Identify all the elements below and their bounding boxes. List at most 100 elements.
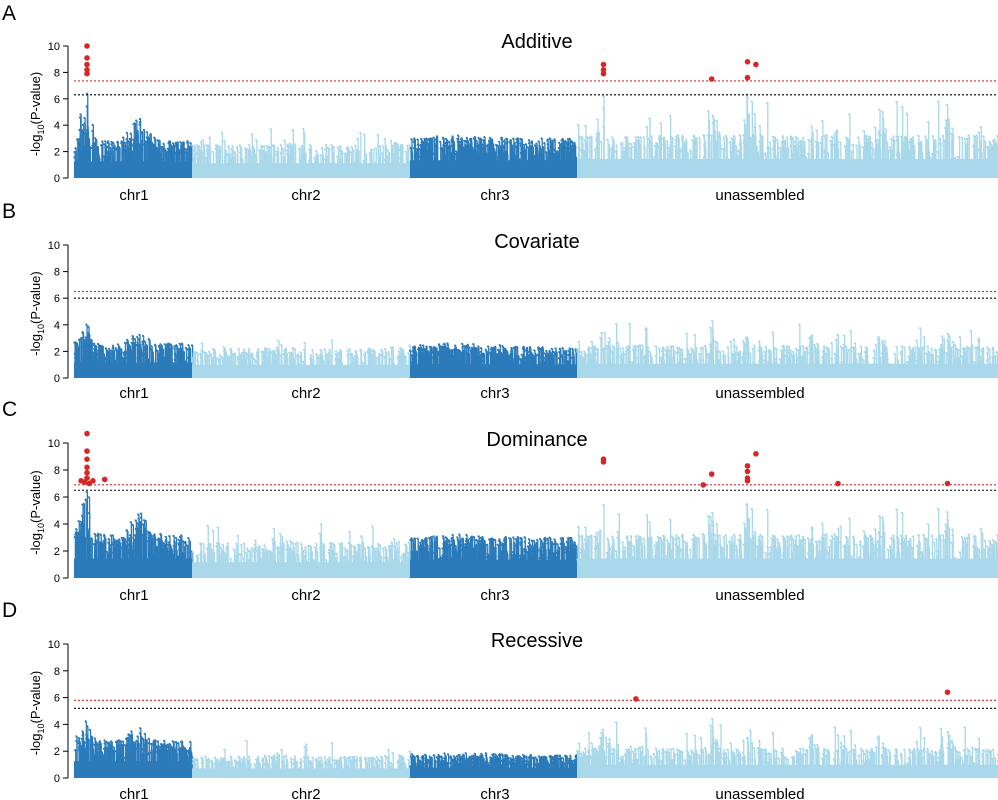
data-point (654, 142, 658, 145)
data-point (460, 139, 463, 142)
data-point (90, 146, 93, 150)
data-column (884, 133, 886, 178)
data-point (787, 146, 790, 150)
data-point (761, 135, 764, 138)
data-point (528, 346, 532, 349)
data-point (689, 149, 692, 152)
data-point (567, 353, 570, 357)
data-point (551, 139, 554, 142)
data-point (771, 135, 774, 138)
data-point (489, 348, 492, 351)
data-column (182, 143, 184, 178)
data-point (488, 351, 491, 354)
data-point (157, 344, 160, 348)
data-column (478, 346, 480, 378)
data-column (347, 147, 349, 178)
data-column (384, 139, 386, 178)
data-point (78, 116, 82, 119)
data-column (466, 346, 468, 378)
data-point (283, 139, 286, 142)
data-column (670, 115, 672, 178)
data-point (719, 144, 722, 147)
y-tick-label: 4 (54, 120, 60, 132)
data-point (742, 141, 745, 144)
data-point (743, 124, 747, 127)
data-column (498, 349, 500, 378)
data-point (99, 344, 102, 347)
data-point (211, 347, 214, 350)
data-point (340, 149, 343, 153)
data-column (268, 146, 270, 178)
data-point (457, 348, 460, 352)
data-column (272, 145, 274, 178)
data-point (836, 138, 839, 141)
data-point (90, 338, 93, 341)
data-point (568, 347, 571, 350)
data-point (434, 138, 437, 141)
data-point (463, 139, 466, 142)
data-point (144, 343, 147, 346)
data-point (431, 350, 434, 353)
data-column (835, 132, 838, 178)
data-point (395, 141, 398, 145)
data-point (488, 136, 491, 139)
data-column (349, 349, 351, 378)
data-column (938, 101, 940, 178)
data-point (162, 142, 165, 145)
data-point (107, 140, 110, 143)
data-column (490, 139, 493, 178)
data-point (220, 356, 223, 359)
data-point (607, 143, 610, 146)
data-point (538, 157, 541, 160)
data-column (79, 129, 81, 178)
data-point (795, 153, 798, 156)
data-column (672, 137, 674, 178)
data-point (606, 138, 609, 141)
data-column (429, 139, 431, 178)
data-column (891, 138, 893, 178)
data-point (200, 342, 203, 345)
data-point (141, 334, 145, 337)
data-point (97, 342, 100, 346)
data-point (126, 340, 129, 343)
data-point (790, 135, 793, 138)
data-point (364, 153, 367, 156)
data-point (126, 350, 129, 353)
data-point (107, 347, 110, 350)
data-point (229, 157, 232, 160)
data-point (815, 141, 819, 144)
data-point (466, 140, 470, 143)
data-point (164, 344, 168, 347)
data-column (157, 140, 159, 178)
data-point (233, 153, 237, 156)
data-point (807, 138, 810, 142)
data-point (135, 343, 138, 347)
data-point (288, 142, 291, 145)
data-point (143, 345, 146, 348)
data-point (166, 147, 169, 150)
data-point (692, 134, 696, 138)
data-band (410, 160, 577, 178)
data-point (625, 136, 629, 139)
data-column (421, 141, 424, 178)
data-column (374, 351, 376, 378)
data-point (283, 350, 286, 353)
data-point (561, 137, 564, 140)
data-point (367, 349, 370, 352)
data-point (835, 129, 839, 132)
data-column (382, 146, 384, 178)
data-column (88, 326, 90, 378)
data-point (368, 151, 371, 154)
data-column (474, 347, 476, 378)
data-point (250, 133, 253, 136)
data-point (174, 151, 177, 155)
data-column (523, 346, 525, 378)
data-point (920, 152, 923, 155)
data-column (149, 340, 151, 378)
data-column (714, 130, 716, 178)
data-point (104, 358, 107, 361)
data-point (889, 149, 892, 152)
data-point (977, 149, 980, 152)
data-point (526, 146, 529, 149)
data-point (881, 117, 885, 120)
